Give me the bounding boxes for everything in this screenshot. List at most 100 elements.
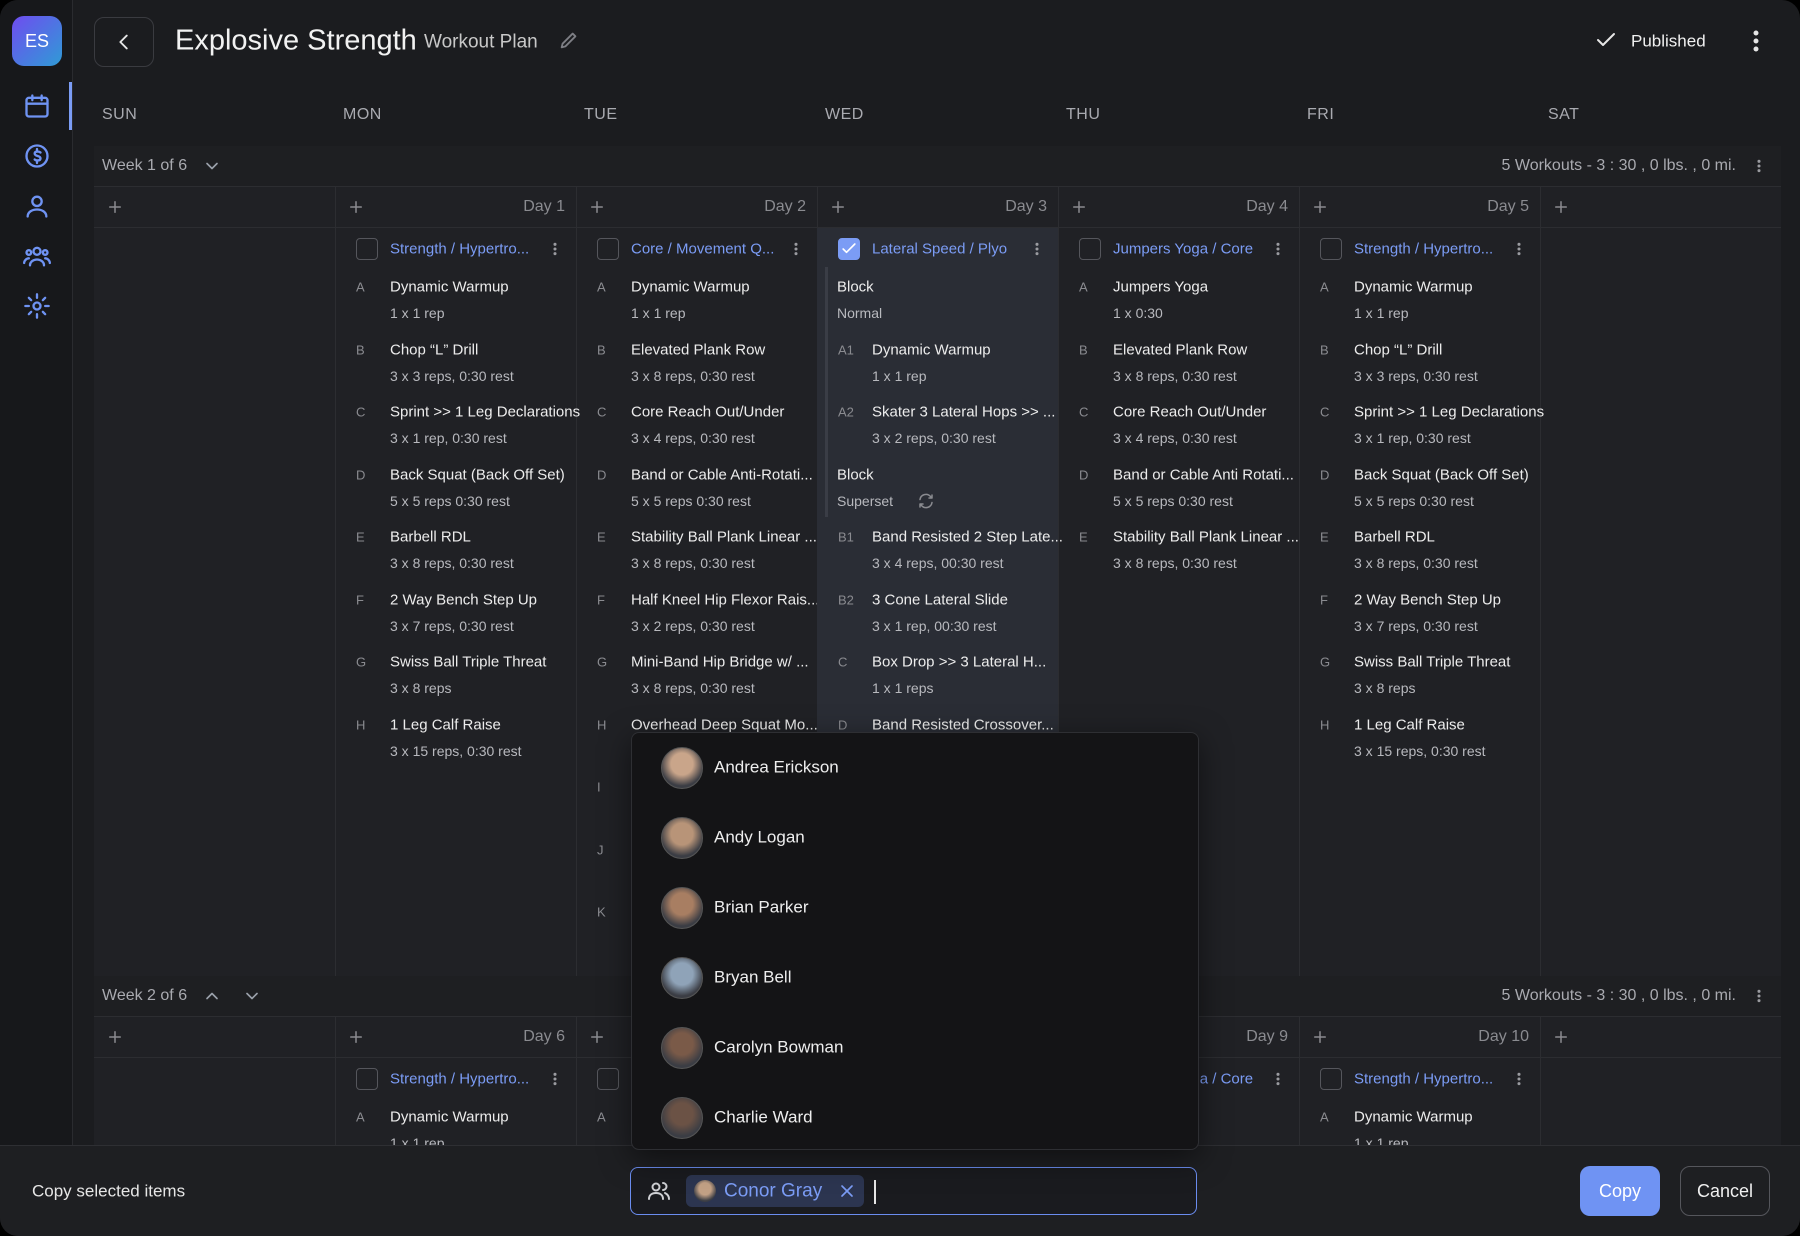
block-title[interactable]: Block [837,278,874,296]
add-button[interactable] [347,1028,365,1051]
exercise-name[interactable]: Jumpers Yoga [1113,278,1209,296]
exercise-name[interactable]: Back Squat (Back Off Set) [390,466,565,483]
exercise-name[interactable]: Swiss Ball Triple Threat [390,653,547,671]
exercise-name[interactable]: Dynamic Warmup [1354,278,1473,296]
workout-title[interactable]: Jumpers Yoga / Core [1113,240,1254,258]
add-button[interactable] [1311,1028,1329,1051]
exercise-name[interactable]: Band or Cable Anti Rotati... [1113,466,1294,483]
exercise-name[interactable]: Box Drop >> 3 Lateral H... [872,653,1047,671]
exercise-name[interactable]: Stability Ball Plank Linear ... [1113,528,1299,546]
exercise-name[interactable]: Back Squat (Back Off Set) [1354,466,1529,483]
exercise-name[interactable]: Stability Ball Plank Linear ... [631,528,817,546]
exercise-name[interactable]: 2 Way Bench Step Up [1354,591,1502,608]
add-button[interactable] [347,198,365,221]
workout-menu[interactable] [1511,239,1527,264]
exercise-name[interactable]: Barbell RDL [390,528,471,546]
exercise-name[interactable]: 2 Way Bench Step Up [390,591,538,608]
workout-menu[interactable] [1511,1069,1527,1094]
add-button[interactable] [1552,198,1570,221]
cancel-label[interactable]: Cancel [1696,1181,1754,1201]
person-name[interactable]: Charlie Ward [714,1107,813,1127]
workout-checkbox[interactable] [356,238,378,260]
week-label[interactable]: Week 2 of 6 [102,987,188,1004]
exercise-name[interactable]: Overhead Deep Squat Mo... [631,716,818,733]
add-button[interactable] [1552,1028,1570,1051]
workout-checkbox[interactable] [1320,1068,1342,1090]
person-name[interactable]: Brian Parker [714,897,809,917]
add-button[interactable] [1070,198,1088,221]
exercise-name[interactable]: Mini-Band Hip Bridge w/ ... [631,653,809,671]
nav-icon[interactable] [23,192,51,225]
nav-icon[interactable] [23,142,51,175]
exercise-name[interactable]: Elevated Plank Row [1113,341,1248,358]
exercise-name[interactable]: Core Reach Out/Under [1113,403,1267,421]
exercise-name[interactable]: Dynamic Warmup [390,1108,509,1126]
nav-icon[interactable] [23,292,51,325]
workout-title[interactable]: Strength / Hypertro... [1354,1070,1494,1088]
nav-icon[interactable] [23,92,51,125]
exercise-name[interactable]: Chop “L” Drill [1354,341,1443,358]
exercise-name[interactable]: Swiss Ball Triple Threat [1354,653,1511,671]
exercise-name[interactable]: Skater 3 Lateral Hops >> ... [872,403,1056,421]
chip-remove[interactable] [837,1181,857,1206]
workout-title[interactable]: Strength / Hypertro... [1354,240,1494,258]
add-button[interactable] [588,1028,606,1051]
exercise-name[interactable]: 1 Leg Calf Raise [390,716,501,733]
exercise-name[interactable]: Dynamic Warmup [1354,1108,1473,1126]
week-menu[interactable] [1751,986,1767,1011]
workout-menu[interactable] [1270,1069,1286,1094]
exercise-name[interactable]: Dynamic Warmup [390,278,509,296]
workout-menu[interactable] [1270,239,1286,264]
workout-menu[interactable] [547,239,563,264]
workout-title[interactable]: Core / Movement Q... [631,240,775,258]
exercise-name[interactable]: Chop “L” Drill [390,341,479,358]
exercise-name[interactable]: Sprint >> 1 Leg Declarations [1354,403,1545,421]
workout-checkbox[interactable] [597,1068,619,1090]
workout-title[interactable]: Lateral Speed / Plyo [872,240,1008,258]
week-up[interactable] [202,986,222,1011]
week-toggle[interactable] [202,156,222,181]
workout-checkbox[interactable] [597,238,619,260]
workout-checkbox[interactable] [356,1068,378,1090]
exercise-name[interactable]: Band Resisted 2 Step Late... [872,528,1063,546]
workout-menu[interactable] [788,239,804,264]
add-button[interactable] [106,1028,124,1051]
exercise-name[interactable]: Band or Cable Anti-Rotati... [631,466,813,483]
exercise-name[interactable]: Band Resisted Crossover... [872,716,1054,733]
workout-title[interactable]: Strength / Hypertro... [390,1070,530,1088]
workout-menu[interactable] [547,1069,563,1094]
add-button[interactable] [106,198,124,221]
cancel-button[interactable]: Cancel [1680,1166,1770,1216]
add-button[interactable] [829,198,847,221]
exercise-name[interactable]: Barbell RDL [1354,528,1435,546]
edit-icon[interactable] [558,29,580,56]
workout-title[interactable]: Strength / Hypertro... [390,240,530,258]
more-button[interactable] [1744,26,1768,61]
exercise-name[interactable]: Dynamic Warmup [631,278,750,296]
exercise-name[interactable]: Core Reach Out/Under [631,403,785,421]
person-name[interactable]: Andy Logan [714,827,805,847]
recipient-input[interactable]: Conor Gray [630,1167,1197,1215]
workout-checkbox[interactable] [1079,238,1101,260]
back-button[interactable] [94,17,154,67]
person-name[interactable]: Bryan Bell [714,967,792,987]
add-button[interactable] [1311,198,1329,221]
week-menu[interactable] [1751,156,1767,181]
person-name[interactable]: Carolyn Bowman [714,1037,844,1057]
exercise-name[interactable]: Sprint >> 1 Leg Declarations [390,403,581,421]
workout-checkbox[interactable] [1320,238,1342,260]
nav-icon[interactable] [23,242,51,275]
workout-checkbox[interactable] [838,238,860,260]
block-title[interactable]: Block [837,466,874,483]
add-button[interactable] [588,198,606,221]
exercise-name[interactable]: Half Kneel Hip Flexor Rais... [631,591,820,608]
exercise-name[interactable]: Dynamic Warmup [872,341,991,358]
exercise-name[interactable]: 1 Leg Calf Raise [1354,716,1465,733]
week-down[interactable] [242,986,262,1011]
workout-menu[interactable] [1029,239,1045,264]
week-label[interactable]: Week 1 of 6 [102,157,188,174]
exercise-name[interactable]: 3 Cone Lateral Slide [872,591,1008,608]
copy-button[interactable]: Copy [1580,1166,1660,1216]
copy-label[interactable]: Copy [1598,1181,1642,1201]
person-name[interactable]: Andrea Erickson [714,757,839,777]
